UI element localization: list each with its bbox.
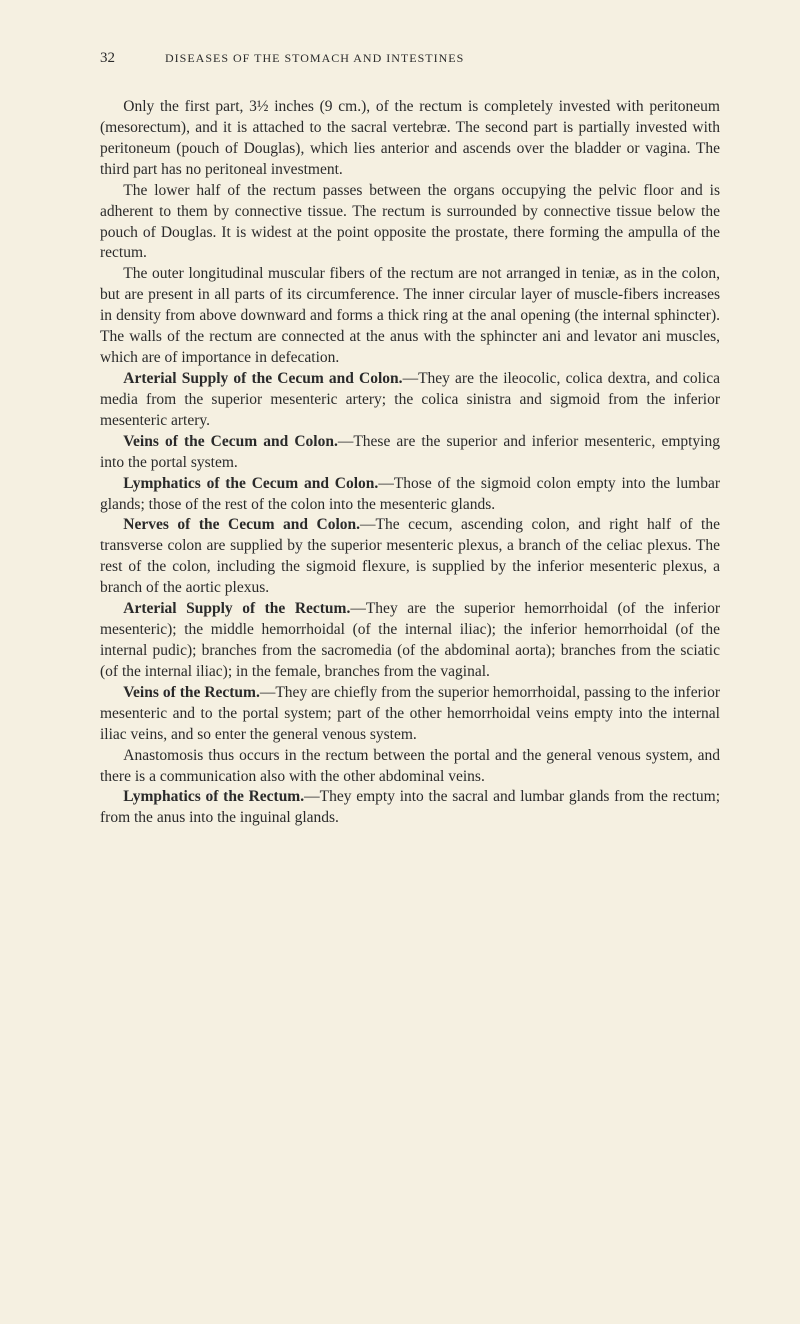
- paragraph: Anastomosis thus occurs in the rectum be…: [100, 746, 720, 788]
- paragraph: Arterial Supply of the Rectum.—They are …: [100, 599, 720, 683]
- running-title: DISEASES OF THE STOMACH AND INTESTINES: [165, 51, 464, 66]
- section-title: Veins of the Rectum.: [123, 684, 260, 701]
- paragraph: The outer longitudinal muscular fibers o…: [100, 264, 720, 369]
- page-number: 32: [100, 50, 115, 67]
- paragraph: Veins of the Cecum and Colon.—These are …: [100, 432, 720, 474]
- paragraph: Nerves of the Cecum and Colon.—The cecum…: [100, 515, 720, 599]
- section-title: Veins of the Cecum and Colon.: [123, 433, 338, 450]
- paragraph: Veins of the Rectum.—They are chiefly fr…: [100, 683, 720, 746]
- section-title: Arterial Supply of the Rectum.: [123, 600, 350, 617]
- section-title: Nerves of the Cecum and Colon.: [123, 516, 360, 533]
- section-title: Lymphatics of the Cecum and Colon.: [123, 475, 378, 492]
- section-title: Lymphatics of the Rectum.: [123, 788, 304, 805]
- section-title: Arterial Supply of the Cecum and Colon.: [123, 370, 402, 387]
- body-text: Only the first part, 3½ inches (9 cm.), …: [100, 97, 720, 829]
- paragraph: Lymphatics of the Cecum and Colon.—Those…: [100, 474, 720, 516]
- paragraph: Only the first part, 3½ inches (9 cm.), …: [100, 97, 720, 181]
- paragraph: Arterial Supply of the Cecum and Colon.—…: [100, 369, 720, 432]
- paragraph: The lower half of the rectum passes betw…: [100, 181, 720, 265]
- page-header: 32 DISEASES OF THE STOMACH AND INTESTINE…: [100, 50, 720, 67]
- paragraph: Lymphatics of the Rectum.—They empty int…: [100, 787, 720, 829]
